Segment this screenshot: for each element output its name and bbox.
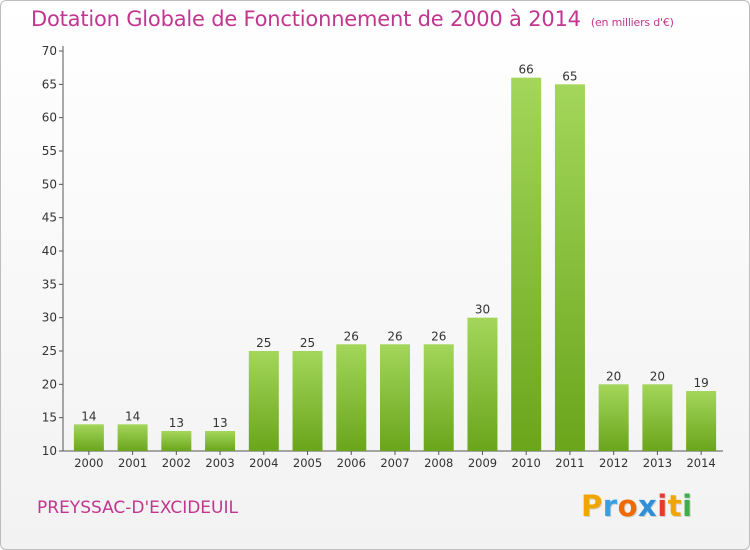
x-tick-label: 2009 [468,456,497,470]
x-tick-label: 2001 [118,456,147,470]
y-tick-label: 10 [42,444,57,458]
y-tick-label: 55 [42,144,57,158]
bar [642,384,673,451]
data-label: 14 [125,409,140,423]
logo-letter: o [617,489,639,523]
x-tick-labels: 2000 2001 2002 2003 2004 2005 2006 2007 2008 2009… [74,456,716,470]
y-tick-label: 50 [42,177,57,191]
chart-subtitle: (en milliers d'€) [590,16,674,29]
x-tick-label: 2011 [555,456,584,470]
data-label: 65 [562,69,577,83]
data-label: 13 [169,416,184,430]
data-label: 20 [650,369,665,383]
bar [336,344,367,451]
data-label: 26 [387,329,402,343]
bar [248,351,279,451]
data-label: 26 [431,329,446,343]
y-tick-label: 65 [42,77,57,91]
logo-letter: i [657,489,668,523]
bar [554,84,585,451]
y-tick-label: 35 [42,277,57,291]
x-tick-label: 2000 [74,456,103,470]
y-tick-label: 40 [42,244,57,258]
proxiti-logo: Proxiti [581,489,693,523]
bar [73,424,104,451]
x-tick-label: 2005 [293,456,322,470]
bar [511,77,542,452]
y-tick-label: 15 [42,411,57,425]
chart-title-text: Dotation Globale de Fonctionnement de 20… [31,7,581,31]
y-tick-label: 30 [42,311,57,325]
logo-letter: r [602,489,618,523]
bar [161,431,192,451]
x-tick-label: 2002 [162,456,191,470]
bar [117,424,148,451]
data-labels: 14 14 13 13 25 25 26 26 26 30 66 65 20 20 19 [81,63,709,430]
x-tick-label: 2012 [599,456,628,470]
bars [73,77,717,452]
x-tick-label: 2013 [643,456,672,470]
y-tick-label: 20 [42,377,57,391]
logo-letter: i [682,489,693,523]
bar [205,431,236,451]
logo-letter: t [667,489,683,523]
data-label: 66 [519,63,534,77]
logo-letter: P [581,489,603,523]
y-tick-label: 25 [42,344,57,358]
data-label: 25 [256,336,271,350]
logo-letter: x [638,489,658,523]
data-label: 19 [693,376,708,390]
place-name: PREYSSAC-D'EXCIDEUIL [37,498,238,518]
data-label: 25 [300,336,315,350]
data-label: 20 [606,369,621,383]
y-tick-label: 45 [42,211,57,225]
x-tick-label: 2003 [205,456,234,470]
y-tick-label: 70 [42,44,57,58]
x-tick-label: 2007 [380,456,409,470]
x-tick-label: 2010 [512,456,541,470]
x-tick-label: 2006 [337,456,366,470]
data-label: 26 [344,329,359,343]
y-tick-labels: 10 15 20 25 30 35 40 45 50 55 60 65 70 [42,44,57,458]
bar [598,384,629,451]
y-tick-label: 60 [42,111,57,125]
data-label: 30 [475,303,490,317]
x-tick-label: 2008 [424,456,453,470]
bar [686,391,717,451]
data-label: 14 [81,409,96,423]
chart-title: Dotation Globale de Fonctionnement de 20… [31,7,674,31]
bar [467,317,498,451]
bar [423,344,454,451]
bar [380,344,410,451]
x-tick-label: 2014 [686,456,715,470]
bar [292,351,323,451]
data-label: 13 [212,416,227,430]
x-tick-label: 2004 [249,456,278,470]
